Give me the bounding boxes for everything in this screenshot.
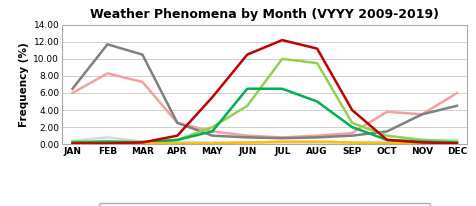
Line: TSRA: TSRA <box>72 40 456 143</box>
TSRA <box>314 47 319 50</box>
BR <box>244 141 249 144</box>
HZ <box>279 136 285 139</box>
TSRA <box>104 142 110 145</box>
Y-axis label: Frequency (%): Frequency (%) <box>19 42 29 127</box>
HZ <box>314 135 319 137</box>
TSRA <box>383 139 389 141</box>
HZ <box>453 92 459 94</box>
BR <box>174 140 180 143</box>
RA <box>174 139 180 141</box>
RAFG <box>209 142 215 145</box>
HZ <box>348 132 354 134</box>
HZ <box>104 72 110 75</box>
DZ <box>418 139 424 141</box>
Line: BR: BR <box>72 137 456 143</box>
Line: HZ: HZ <box>72 73 456 137</box>
DZ <box>453 140 459 143</box>
FG <box>279 137 285 139</box>
BR <box>209 141 215 144</box>
RA <box>244 88 249 90</box>
BR <box>383 140 389 143</box>
RAFG <box>139 142 145 145</box>
RA <box>314 100 319 103</box>
BR <box>139 140 145 143</box>
DZ <box>209 126 215 128</box>
DZ <box>244 105 249 107</box>
FG <box>69 88 75 90</box>
BR <box>418 139 424 141</box>
RA <box>418 140 424 143</box>
TSRA <box>453 142 459 145</box>
HZ <box>174 122 180 124</box>
Title: Weather Phenomena by Month (VYYY 2009-2019): Weather Phenomena by Month (VYYY 2009-20… <box>90 8 438 21</box>
FG <box>348 135 354 137</box>
TSRA <box>418 141 424 144</box>
DZ <box>104 140 110 143</box>
HZ <box>139 81 145 83</box>
RAFG <box>314 140 319 143</box>
HZ <box>244 135 249 137</box>
RAFG <box>418 142 424 145</box>
HZ <box>383 111 389 113</box>
TSRA <box>139 141 145 144</box>
HZ <box>209 130 215 133</box>
RAFG <box>104 142 110 145</box>
BR <box>453 139 459 141</box>
FG <box>383 130 389 133</box>
TSRA <box>69 142 75 145</box>
Line: RAFG: RAFG <box>72 142 456 143</box>
RA <box>104 140 110 143</box>
TSRA <box>279 39 285 41</box>
FG <box>418 113 424 116</box>
RAFG <box>348 141 354 144</box>
BR <box>314 141 319 144</box>
DZ <box>174 139 180 141</box>
DZ <box>69 140 75 143</box>
BR <box>348 141 354 144</box>
Line: RA: RA <box>72 89 456 143</box>
TSRA <box>244 53 249 56</box>
RAFG <box>69 142 75 145</box>
RA <box>139 141 145 144</box>
FG <box>174 122 180 124</box>
Line: FG: FG <box>72 44 456 138</box>
Legend: BR, HZ, FG, DZ, RA, RAFG, TSRA: BR, HZ, FG, DZ, RA, RAFG, TSRA <box>99 203 429 206</box>
RA <box>453 141 459 144</box>
BR <box>279 141 285 144</box>
HZ <box>69 92 75 94</box>
FG <box>314 136 319 139</box>
FG <box>453 105 459 107</box>
RAFG <box>453 142 459 145</box>
TSRA <box>209 96 215 98</box>
HZ <box>418 113 424 116</box>
FG <box>244 136 249 139</box>
RA <box>209 130 215 133</box>
RA <box>69 141 75 144</box>
RAFG <box>244 141 249 144</box>
Line: DZ: DZ <box>72 59 456 142</box>
FG <box>104 43 110 46</box>
DZ <box>383 135 389 137</box>
RAFG <box>174 142 180 145</box>
FG <box>209 135 215 137</box>
DZ <box>348 122 354 124</box>
RAFG <box>383 142 389 145</box>
RA <box>383 139 389 141</box>
BR <box>69 139 75 142</box>
DZ <box>139 140 145 143</box>
DZ <box>314 62 319 64</box>
DZ <box>279 58 285 60</box>
RA <box>348 126 354 128</box>
BR <box>104 136 110 139</box>
RAFG <box>279 140 285 143</box>
TSRA <box>174 135 180 137</box>
FG <box>139 53 145 56</box>
RA <box>279 88 285 90</box>
TSRA <box>348 109 354 111</box>
